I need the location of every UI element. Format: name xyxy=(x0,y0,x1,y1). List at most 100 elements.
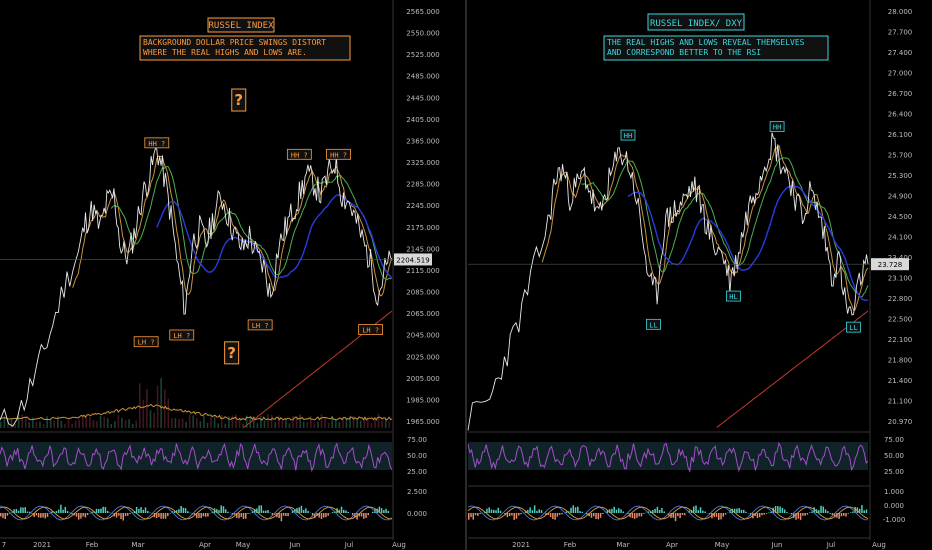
volume-bar xyxy=(352,416,355,428)
y-tick-label: 21.800 xyxy=(888,357,913,365)
macd-bar xyxy=(797,513,800,519)
volume-bar xyxy=(320,414,323,428)
macd-bar xyxy=(360,513,363,517)
macd-bar xyxy=(280,513,283,522)
y-tick-label: 24.500 xyxy=(888,213,913,221)
macd-bar xyxy=(296,508,298,513)
volume-bar xyxy=(338,422,341,428)
macd-bar xyxy=(0,513,2,517)
macd-bar xyxy=(620,509,622,513)
macd-bar xyxy=(314,513,316,519)
macd-bar xyxy=(318,513,320,518)
macd-bar xyxy=(196,513,198,519)
y-tick-label: 2005.000 xyxy=(406,375,439,383)
macd-bar xyxy=(588,513,590,517)
y-tick-label: 2065.000 xyxy=(406,310,439,318)
macd-bar xyxy=(533,505,536,513)
macd-bar xyxy=(20,507,22,513)
macd-bar xyxy=(66,511,69,513)
macd-bar xyxy=(120,513,122,519)
annotation-label: HH ? xyxy=(330,151,347,159)
macd-bar xyxy=(763,513,765,515)
title-box xyxy=(647,13,745,31)
macd-bar xyxy=(75,513,78,517)
annotation-box xyxy=(646,318,661,330)
macd-bar xyxy=(46,513,49,517)
volume-bar xyxy=(74,420,77,428)
macd-bar xyxy=(26,511,29,513)
volume-bar xyxy=(131,423,134,428)
macd-bar xyxy=(6,513,9,516)
macd-bar xyxy=(164,513,167,519)
macd-bar xyxy=(109,512,111,513)
macd-bar xyxy=(629,513,631,518)
macd-bar xyxy=(4,513,6,520)
rsi-tick-label: 25.00 xyxy=(407,468,427,476)
chart-panel-2: RUSSEL INDEX/ DXY THE REAL HIGHS AND LOWS… xyxy=(467,0,913,549)
macd-bar xyxy=(622,511,625,513)
macd-bar xyxy=(300,505,303,513)
volume-bar xyxy=(124,420,127,428)
macd-bar xyxy=(681,513,684,515)
macd-bar xyxy=(8,513,11,514)
macd-bar xyxy=(770,511,772,513)
macd-bar xyxy=(354,513,356,518)
y-tick-label: 22.800 xyxy=(888,295,913,303)
macd-bar xyxy=(84,513,87,518)
annotation-label: LL xyxy=(849,324,857,332)
macd-bar xyxy=(115,513,118,518)
macd-bar xyxy=(602,513,604,515)
macd-bar xyxy=(37,513,40,518)
annotation-label: HH ? xyxy=(148,140,165,148)
macd-bar xyxy=(378,506,381,513)
volume-bar xyxy=(128,419,130,428)
macd-bar xyxy=(363,513,365,519)
volume-bar xyxy=(288,423,291,428)
volume-bar xyxy=(363,417,366,428)
volume-bar xyxy=(206,422,209,428)
volume-bar xyxy=(14,423,16,428)
volume-bar xyxy=(203,415,205,428)
y-tick-label: 2045.000 xyxy=(406,332,439,340)
macd-bar xyxy=(495,510,497,513)
macd-bar xyxy=(231,513,234,515)
macd-bar xyxy=(599,513,602,518)
macd-bar xyxy=(207,513,209,517)
x-tick-label: Mar xyxy=(616,541,629,549)
volume-bar xyxy=(178,418,180,428)
annotation-box xyxy=(726,290,741,302)
macd-tick-label: -1.000 xyxy=(883,516,906,524)
macd-bar xyxy=(140,507,142,513)
rsi-line xyxy=(467,441,869,473)
macd-bar xyxy=(479,513,481,515)
volume-bar xyxy=(377,414,380,428)
macd-bar xyxy=(57,509,60,513)
macd-bar xyxy=(486,508,488,513)
chart-subtitle-line: BACKGROUND DOLLAR PRICE SWINGS DISTORT xyxy=(143,38,326,47)
x-tick-label: Apr xyxy=(666,541,678,549)
macd-bar xyxy=(704,511,706,513)
volume-bar xyxy=(117,415,120,428)
question-box xyxy=(231,88,247,112)
macd-bar xyxy=(774,506,777,513)
macd-bar xyxy=(756,513,759,518)
macd-tick-label: 0.000 xyxy=(407,510,427,518)
annotation-label: HL xyxy=(729,293,737,301)
x-tick-label: Apr xyxy=(199,541,211,549)
macd-bar xyxy=(786,512,788,513)
macd-bar xyxy=(579,511,581,513)
macd-bar xyxy=(595,513,597,520)
y-tick-label: 26.100 xyxy=(888,131,913,139)
macd-tick-label: 0.000 xyxy=(884,502,904,510)
volume-bar xyxy=(0,421,2,428)
volume-bar xyxy=(142,399,145,428)
macd-bar xyxy=(325,513,327,518)
macd-bar xyxy=(33,513,35,518)
rsi-tick-label: 25.00 xyxy=(884,468,904,476)
macd-bar xyxy=(808,512,811,513)
macd-bar xyxy=(251,511,254,513)
annotation-box xyxy=(286,148,312,160)
annotation-box xyxy=(846,321,861,333)
y-tick-label: 2145.000 xyxy=(406,245,439,253)
macd-bar xyxy=(615,509,618,513)
